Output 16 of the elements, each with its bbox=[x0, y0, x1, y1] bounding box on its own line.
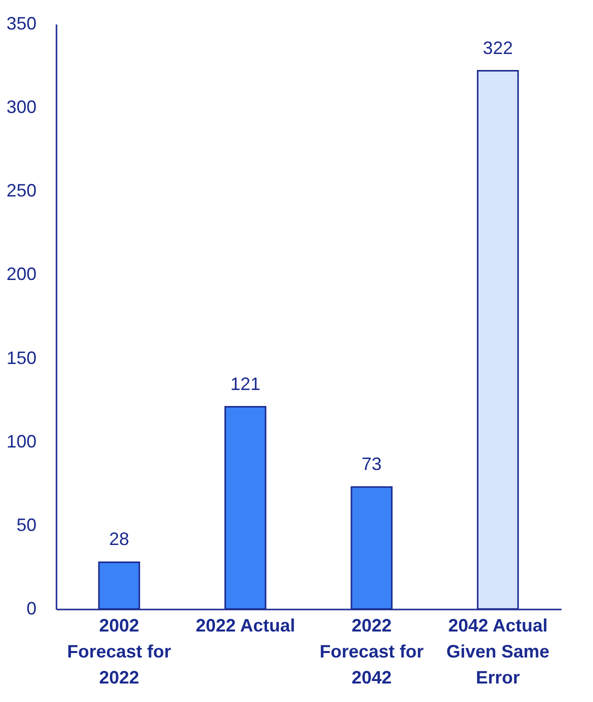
data-label: 322 bbox=[482, 38, 513, 58]
y-tick-label: 300 bbox=[6, 97, 36, 118]
x-tick-label: 2022 Actual bbox=[196, 616, 296, 636]
data-label: 28 bbox=[109, 529, 130, 550]
y-tick-label: 0 bbox=[26, 598, 36, 618]
y-tick-label: 100 bbox=[6, 431, 36, 452]
x-tick-label: 2002 Forecast for 2022 bbox=[67, 616, 172, 688]
y-tick-label: 200 bbox=[6, 264, 36, 284]
y-tick-label: 150 bbox=[6, 348, 36, 368]
y-tick-label: 350 bbox=[6, 14, 36, 34]
data-label: 121 bbox=[230, 374, 260, 394]
data-label: 73 bbox=[362, 454, 382, 474]
x-tick-label: 2042 Actual Given Same Error bbox=[446, 616, 550, 688]
y-tick-label: 50 bbox=[16, 514, 36, 535]
y-tick-label: 250 bbox=[6, 180, 36, 201]
x-tick-label: 2022 Forecast for 2042 bbox=[320, 616, 424, 688]
